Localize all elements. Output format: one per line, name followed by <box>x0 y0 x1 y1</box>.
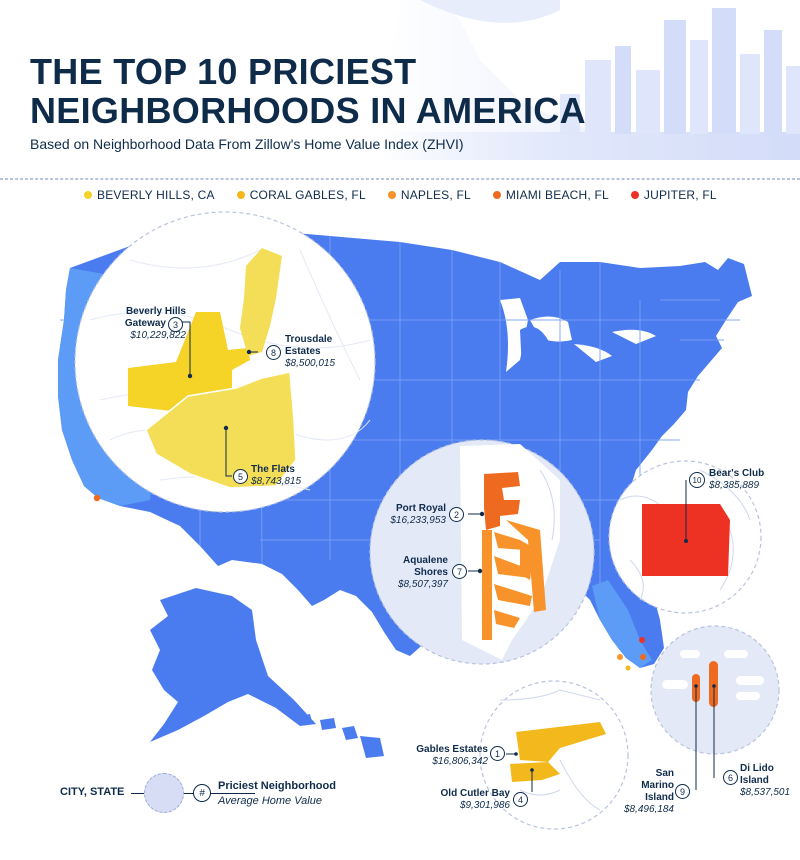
rank-badge-4: 4 <box>513 792 528 807</box>
legend: BEVERLY HILLS, CA CORAL GABLES, FL NAPLE… <box>84 188 717 202</box>
legend-label: NAPLES, FL <box>400 188 471 202</box>
rank-badge-10: 10 <box>689 472 705 488</box>
legend-dot-icon <box>84 191 92 199</box>
neighborhood-value: $8,743,815 <box>251 476 302 487</box>
legend-item-naples: NAPLES, FL <box>387 188 471 202</box>
rank-badge-1: 1 <box>490 746 505 761</box>
rank-badge-8: 8 <box>266 345 281 360</box>
legend-dot-icon <box>630 191 639 199</box>
neighborhood-name: Island <box>645 792 674 803</box>
label-port-royal: Port Royal $16,233,953 <box>380 503 446 527</box>
label-san-marino-island: San Marino Island $8,496,184 <box>616 768 674 816</box>
label-trousdale-estates: Trousdale Estates $8,500,015 <box>285 334 335 370</box>
neighborhood-value: $8,507,397 <box>397 579 448 590</box>
rank-badge-2: 2 <box>449 507 464 522</box>
key-rank-badge: # <box>193 784 211 802</box>
key-city-label: CITY, STATE <box>60 786 125 798</box>
neighborhood-value: $8,500,015 <box>285 358 336 369</box>
page-title: THE TOP 10 PRICIEST NEIGHBORHOODS IN AME… <box>30 52 590 130</box>
legend-label: BEVERLY HILLS, CA <box>97 188 215 202</box>
legend-dot-icon <box>236 191 245 199</box>
neighborhood-value: $16,233,953 <box>390 515 446 526</box>
legend-item-beverly-hills: BEVERLY HILLS, CA <box>84 188 215 202</box>
legend-label: JUPITER, FL <box>643 188 717 202</box>
legend-dot-icon <box>492 191 501 199</box>
rank-badge-5: 5 <box>233 469 248 484</box>
skyline-graphic <box>380 0 800 160</box>
rank-badge-9: 9 <box>675 784 690 799</box>
naples-inset <box>369 439 595 665</box>
neighborhood-value: $8,537,501 <box>740 787 791 798</box>
jupiter-inset <box>608 460 762 614</box>
title-line-1: THE TOP 10 PRICIEST <box>30 51 417 92</box>
alaska-shape <box>150 588 316 742</box>
neighborhood-name: Gateway <box>124 318 166 329</box>
neighborhood-name: Beverly Hills <box>125 306 186 317</box>
florida-highlight <box>592 580 652 668</box>
neighborhood-value: $8,496,184 <box>623 804 674 815</box>
port-royal-area <box>484 472 520 530</box>
neighborhood-name: Trousdale <box>285 334 333 345</box>
di-lido-island-area <box>709 661 718 707</box>
jupiter-marker <box>639 637 645 643</box>
neighborhood-value: $16,806,342 <box>432 756 488 767</box>
neighborhood-name: Aqualene <box>402 555 448 566</box>
neighborhood-value: $10,229,822 <box>130 330 186 341</box>
neighborhood-name: Estates <box>285 346 321 357</box>
neighborhood-name: Island <box>740 775 769 786</box>
label-aqualene-shores: Aqualene Shores $8,507,397 <box>392 555 448 591</box>
label-di-lido-island: Di Lido Island $8,537,501 <box>740 763 790 799</box>
label-bears-club: Bear's Club $8,385,889 <box>709 468 764 492</box>
neighborhood-name: Bear's Club <box>709 468 765 479</box>
aqualene-shores-area <box>482 520 546 640</box>
page-subtitle: Based on Neighborhood Data From Zillow's… <box>30 136 464 152</box>
label-old-cutler-bay: Old Cutler Bay $9,301,986 <box>430 788 510 812</box>
neighborhood-value: $8,385,889 <box>709 480 760 491</box>
neighborhood-name: Gables Estates <box>416 744 488 755</box>
neighborhood-name: Old Cutler Bay <box>440 788 510 799</box>
neighborhood-name: San <box>655 768 674 779</box>
key-inset-circle-icon <box>144 773 184 813</box>
label-gables-estates: Gables Estates $16,806,342 <box>404 744 488 768</box>
label-the-flats: The Flats $8,743,815 <box>251 464 301 488</box>
neighborhood-name: Port Royal <box>395 503 446 514</box>
legend-item-miami-beach: MIAMI BEACH, FL <box>492 188 609 202</box>
beverly-hills-gateway-area <box>128 312 250 412</box>
rank-badge-3: 3 <box>168 317 183 332</box>
coral-gables-marker <box>625 665 631 671</box>
beverly-hills-inset <box>74 211 376 513</box>
title-line-2: NEIGHBORHOODS IN AMERICA <box>30 90 586 131</box>
hawaii-shape <box>300 714 384 758</box>
beverly-hills-marker <box>93 494 101 502</box>
old-cutler-bay-area <box>510 762 560 782</box>
legend-dot-icon <box>387 191 396 199</box>
neighborhood-value: $9,301,986 <box>459 800 510 811</box>
legend-divider <box>0 178 800 180</box>
neighborhood-name: Di Lido <box>740 763 774 774</box>
key-neighborhood-label: Priciest Neighborhood <box>218 780 336 792</box>
the-flats-area <box>145 371 297 489</box>
neighborhood-name: The Flats <box>251 464 295 475</box>
gables-estates-area <box>516 722 606 762</box>
trousdale-estates-area <box>240 248 282 356</box>
legend-label: MIAMI BEACH, FL <box>505 188 609 202</box>
map-key: CITY, STATE # Priciest Neighborhood Aver… <box>60 773 380 813</box>
naples-marker <box>617 654 623 660</box>
rank-badge-7: 7 <box>452 564 467 579</box>
key-value-label: Average Home Value <box>218 795 322 807</box>
miami-beach-inset <box>650 625 780 790</box>
rank-badge-6: 6 <box>723 770 738 785</box>
legend-item-coral-gables: CORAL GABLES, FL <box>236 188 366 202</box>
miami-beach-marker <box>640 654 646 660</box>
legend-label: CORAL GABLES, FL <box>249 188 366 202</box>
neighborhood-name: Shores <box>414 567 448 578</box>
label-beverly-hills-gateway: Beverly Hills Gateway $10,229,822 <box>96 306 186 342</box>
neighborhood-name: Marino <box>641 780 674 791</box>
legend-item-jupiter: JUPITER, FL <box>630 188 717 202</box>
